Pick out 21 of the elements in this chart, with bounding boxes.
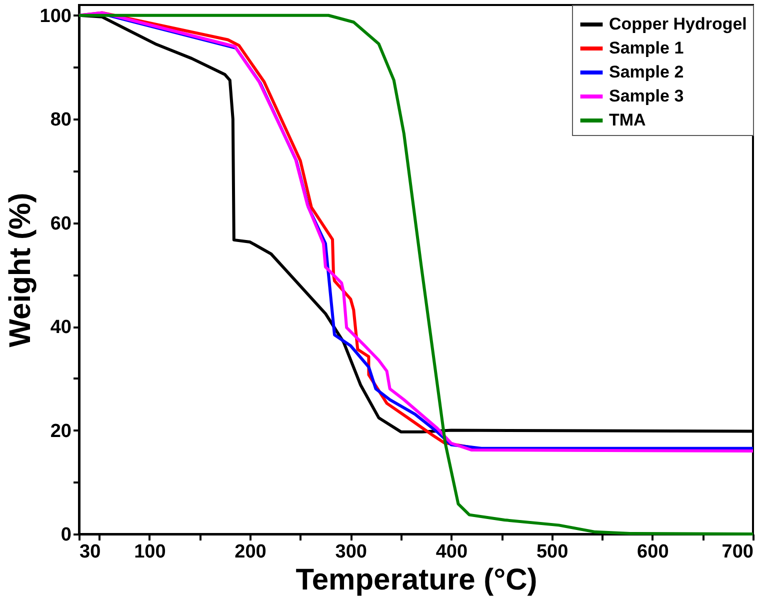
x-tick-label: 30: [80, 542, 101, 562]
legend-label: Sample 1: [609, 38, 684, 58]
legend-label: TMA: [609, 110, 646, 130]
x-tick-label: 400: [436, 542, 468, 562]
x-tick-label: 300: [335, 542, 367, 562]
legend-label: Sample 3: [609, 86, 684, 106]
y-axis-title: Weight (%): [4, 192, 37, 348]
y-tick-label: 40: [50, 317, 72, 338]
x-tick-label: 600: [637, 542, 669, 562]
y-tick-label: 80: [50, 110, 72, 131]
y-tick-label: 100: [40, 6, 72, 27]
x-tick-label: 700: [722, 542, 754, 562]
y-tick-label: 60: [50, 213, 72, 234]
x-tick-label: 500: [536, 542, 568, 562]
y-tick-label: 20: [50, 420, 72, 442]
y-tick-label: 0: [60, 524, 72, 546]
x-axis-title: Temperature (°C): [296, 564, 538, 596]
x-tick-label: 200: [234, 542, 266, 562]
legend-label: Sample 2: [609, 62, 684, 82]
x-tick-label: 100: [134, 542, 166, 562]
legend-label: Copper Hydrogel: [609, 14, 747, 34]
